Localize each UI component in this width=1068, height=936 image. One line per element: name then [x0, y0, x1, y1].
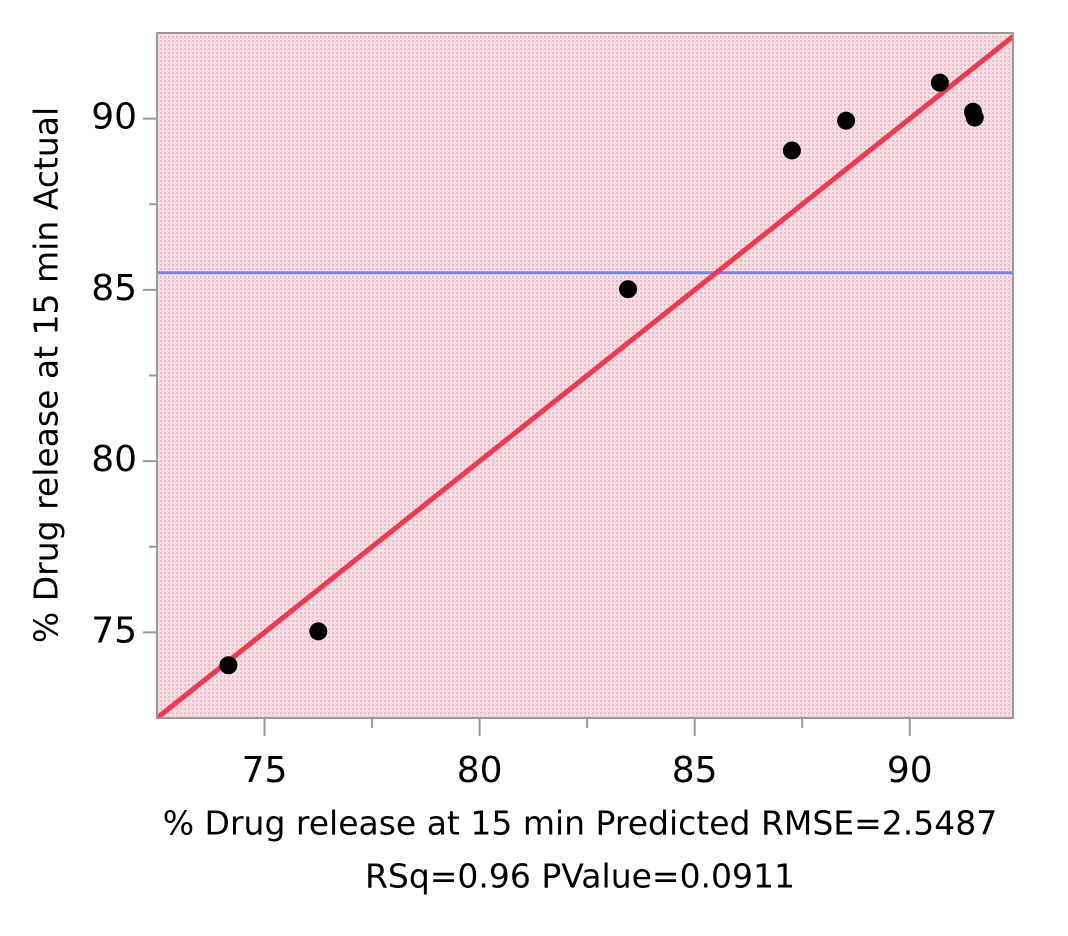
- data-point: [965, 108, 984, 127]
- x-tick-label: 75: [242, 750, 288, 791]
- data-point: [309, 622, 328, 641]
- y-tick-label: 85: [91, 268, 137, 309]
- data-point: [782, 141, 801, 160]
- y-tick-label: 90: [91, 97, 137, 138]
- x-axis-label: % Drug release at 15 min Predicted RMSE=…: [163, 804, 998, 843]
- data-point: [619, 280, 638, 299]
- fit-line: [157, 34, 1013, 718]
- plot-area: [157, 34, 1013, 718]
- fit-caption: RSq=0.96 PValue=0.0911: [365, 857, 795, 896]
- x-tick-label: 80: [457, 750, 503, 791]
- data-point: [930, 73, 949, 92]
- y-tick-label: 80: [91, 439, 137, 480]
- data-point: [219, 656, 238, 675]
- data-point: [837, 111, 856, 130]
- x-tick-label: 90: [887, 750, 933, 791]
- x-tick-label: 85: [672, 750, 718, 791]
- y-tick-label: 75: [91, 610, 137, 651]
- y-axis-label: % Drug release at 15 min Actual: [27, 107, 66, 643]
